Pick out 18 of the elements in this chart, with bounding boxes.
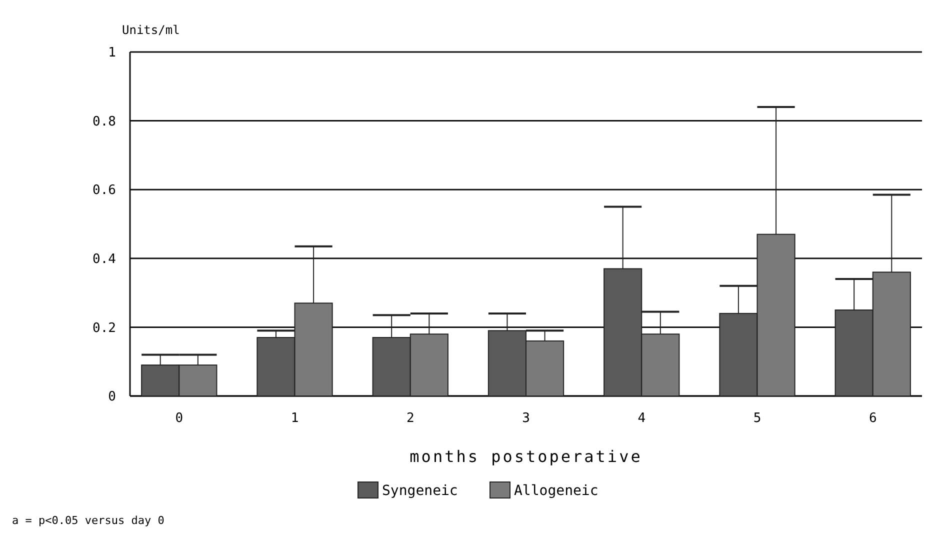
legend-label: Syngeneic: [382, 483, 458, 499]
x-tick-label: 2: [406, 411, 414, 426]
text: a = p<0.05 versus day 0: [12, 514, 164, 527]
y-tick-label: 0.8: [92, 114, 116, 130]
y-tick-label: 1: [108, 46, 116, 61]
y-axis-title: Units/ml: [122, 23, 180, 37]
y-tick-label: 0.6: [92, 183, 116, 198]
legend-label: Allogeneic: [514, 483, 598, 499]
x-tick-label: 4: [638, 411, 646, 426]
x-tick-label: 5: [753, 411, 762, 426]
y-tick-label: 0.4: [92, 252, 116, 267]
x-tick-label: 3: [522, 411, 530, 426]
y-tick-label: 0.2: [92, 320, 116, 336]
x-tick-label: 0: [175, 411, 184, 426]
x-tick-label: 6: [868, 411, 877, 426]
x-axis-title: months postoperative: [410, 447, 642, 466]
y-tick-label: 0: [108, 390, 116, 405]
x-tick-label: 1: [290, 411, 299, 426]
